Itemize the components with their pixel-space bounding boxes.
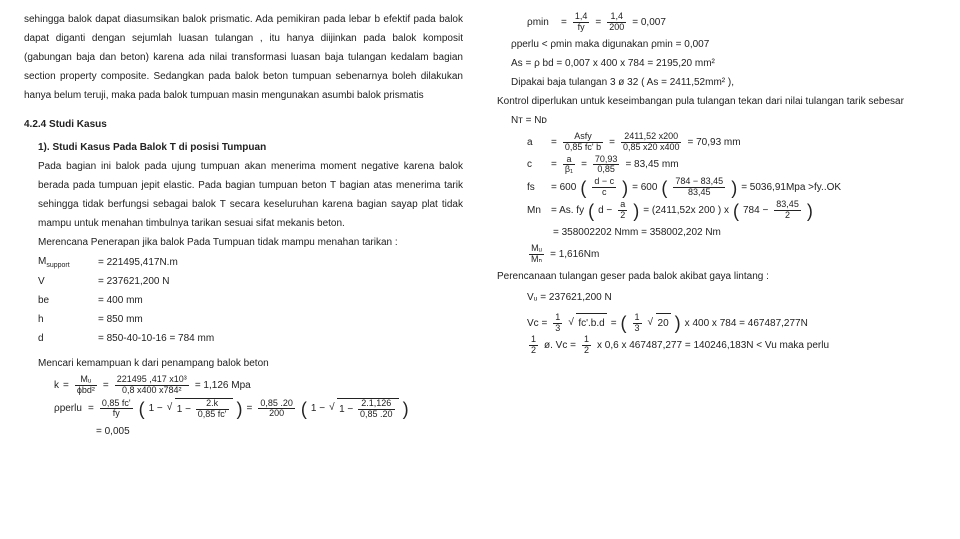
eq-k: k = Mᵤϕbd² = 221495 ,417 x10³0,8 x400 x7…	[54, 375, 463, 396]
case-paragraph: Pada bagian ini balok pada ujung tumpuan…	[24, 157, 463, 233]
value-list: Msupport= 221495,417N.m V= 237621,200 N …	[24, 252, 463, 348]
val-d: d= 850-40-10-16 = 784 mm	[38, 329, 463, 348]
val-be: be= 400 mm	[38, 291, 463, 310]
bar-text: Dipakai baja tulangan 3 ø 32 ( As = 2411…	[497, 73, 936, 92]
case-paragraph-2: Merencana Penerapan jika balok Pada Tump…	[24, 233, 463, 252]
eq-vc: Vc = 13 fc'.b.d = ( 13 20 ) x 400 x 784 …	[527, 313, 936, 334]
eq-ratio: MᵤMₙ = 1,616Nm	[527, 244, 936, 265]
eq-rhomin: ρmin = 1,4fy = 1,4200 = 0,007	[527, 12, 936, 33]
kontrol-text: Kontrol diperlukan untuk keseimbangan pu…	[497, 92, 936, 111]
val-h: h= 850 mm	[38, 310, 463, 329]
eq-half-vc: 12 ø. Vc = 12 x 0,6 x 467487,277 = 14024…	[527, 335, 936, 356]
eq-as: As = ρ bd = 0,007 x 400 x 784 = 2195,20 …	[497, 54, 936, 73]
val-msupport: Msupport= 221495,417N.m	[38, 252, 463, 272]
eq-a: a= Asfy0,85 fc' b = 2411,52 x2000,85 x20…	[527, 132, 936, 153]
eq-vu: Vᵤ = 237621,200 N	[527, 288, 936, 307]
right-column: ρmin = 1,4fy = 1,4200 = 0,007 ρperlu < ρ…	[487, 0, 960, 539]
eq-mn2: = 358002202 Nmm = 358002,202 Nm	[553, 223, 936, 242]
shear-title: Perencanaan tulangan geser pada balok ak…	[497, 267, 936, 286]
val-v: V= 237621,200 N	[38, 272, 463, 291]
intro-paragraph: sehingga balok dapat diasumsikan balok p…	[24, 10, 463, 105]
eq-mn: Mn = As. fy (d − a2 ) = (2411,52x 200 ) …	[527, 200, 936, 221]
section-heading: 4.2.4 Studi Kasus	[24, 115, 463, 134]
eq-nt: Nᴛ = Nᴅ	[497, 111, 936, 130]
case-title: 1). Studi Kasus Pada Balok T di posisi T…	[24, 138, 463, 157]
eq-fs: fs = 600 (d − cc) = 600 (784 − 83,4583,4…	[527, 177, 936, 198]
eq-rho: ρperlu = 0,85 fc'fy (1 − 1 − 2.k0,85 fc'…	[54, 398, 463, 420]
eq-rho-result: = 0,005	[96, 422, 463, 441]
page: sehingga balok dapat diasumsikan balok p…	[0, 0, 960, 539]
rho-condition: ρperlu < ρmin maka digunakan ρmin = 0,00…	[497, 35, 936, 54]
eq-c: c= aβ₁ = 70,930,85 = 83,45 mm	[527, 155, 936, 176]
left-column: sehingga balok dapat diasumsikan balok p…	[0, 0, 487, 539]
k-intro: Mencari kemampuan k dari penampang balok…	[24, 354, 463, 373]
